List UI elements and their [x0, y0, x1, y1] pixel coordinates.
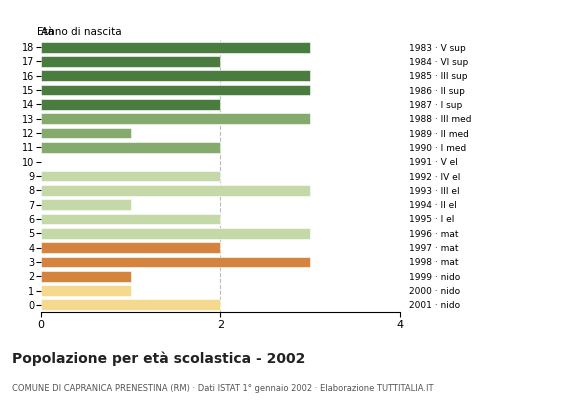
Bar — [41, 285, 130, 296]
Bar — [41, 214, 220, 224]
Bar — [41, 128, 130, 138]
Bar — [41, 42, 310, 52]
Bar — [41, 171, 220, 181]
Bar — [41, 228, 310, 239]
Bar — [41, 113, 310, 124]
Bar — [41, 56, 220, 67]
Bar — [41, 199, 130, 210]
Text: COMUNE DI CAPRANICA PRENESTINA (RM) · Dati ISTAT 1° gennaio 2002 · Elaborazione : COMUNE DI CAPRANICA PRENESTINA (RM) · Da… — [12, 384, 433, 393]
Bar — [41, 256, 310, 267]
Bar — [41, 271, 130, 282]
Text: Anno di nascita: Anno di nascita — [41, 27, 121, 37]
Text: Popolazione per età scolastica - 2002: Popolazione per età scolastica - 2002 — [12, 352, 305, 366]
Bar — [41, 142, 220, 153]
Bar — [41, 99, 220, 110]
Bar — [41, 85, 310, 96]
Bar — [41, 70, 310, 81]
Bar — [41, 242, 220, 253]
Text: Età: Età — [37, 27, 54, 37]
Bar — [41, 300, 220, 310]
Bar — [41, 185, 310, 196]
